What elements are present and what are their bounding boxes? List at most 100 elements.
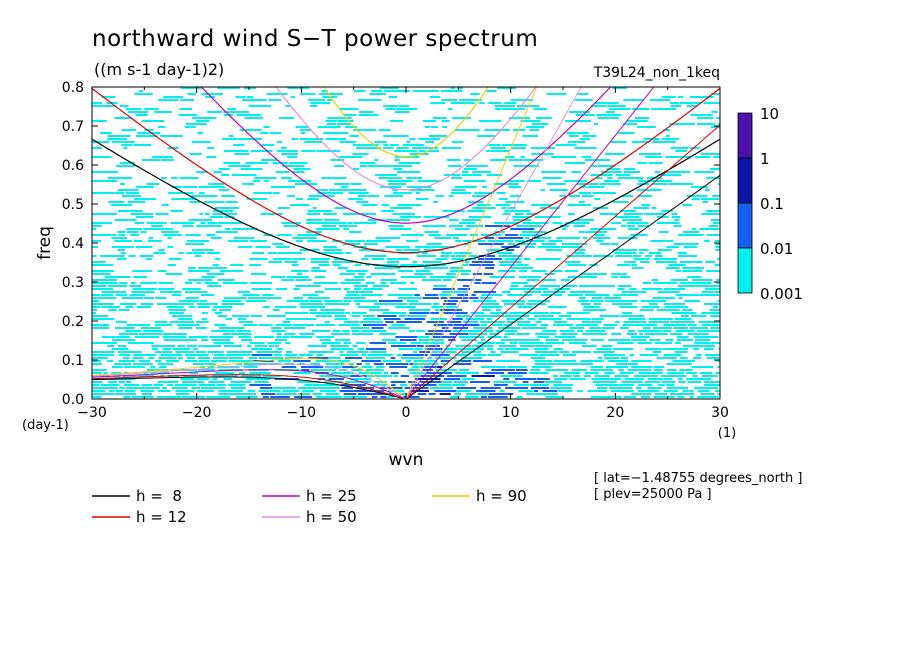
heatmap-cell	[603, 297, 621, 299]
heatmap-cell	[658, 231, 669, 233]
heatmap-cell	[472, 171, 492, 173]
heatmap-cell	[451, 141, 464, 143]
heatmap-cell	[180, 99, 194, 101]
heatmap-cell	[184, 126, 196, 128]
heatmap-cell	[339, 225, 358, 227]
heatmap-cell	[443, 174, 451, 176]
heatmap-cell	[115, 294, 128, 296]
heatmap-cell	[503, 324, 513, 326]
heatmap-cell	[500, 351, 519, 353]
heatmap-cell	[653, 366, 665, 368]
chart-subtitle: ((m s-1 day-1)2)	[94, 60, 224, 79]
heatmap-cell	[516, 321, 531, 323]
heatmap-cell	[556, 237, 580, 239]
heatmap-cell	[644, 381, 661, 383]
heatmap-cell	[313, 384, 339, 386]
heatmap-cell	[449, 396, 460, 398]
heatmap-cell	[107, 135, 131, 137]
heatmap-cell	[146, 183, 160, 185]
heatmap-cell	[355, 303, 360, 305]
heatmap-cell	[243, 363, 269, 365]
heatmap-cell	[285, 105, 291, 107]
heatmap-cell	[432, 303, 440, 305]
heatmap-cell	[281, 153, 298, 155]
heatmap-cell	[590, 396, 614, 398]
heatmap-cell	[415, 192, 421, 194]
heatmap-cell	[398, 162, 421, 164]
heatmap-cell	[133, 354, 156, 356]
heatmap-cell	[348, 192, 369, 194]
heatmap-cell	[163, 96, 184, 98]
heatmap-cell	[441, 252, 453, 254]
heatmap-cell	[593, 351, 615, 353]
heatmap-cell	[484, 372, 504, 374]
heatmap-cell	[458, 336, 484, 338]
heatmap-cell	[580, 138, 591, 140]
heatmap-cell	[92, 318, 115, 320]
heatmap-cell	[553, 324, 574, 326]
heatmap-cell	[408, 303, 432, 305]
heatmap-cell	[402, 354, 428, 356]
heatmap-cell	[92, 357, 108, 359]
heatmap-cell	[626, 333, 637, 335]
heatmap-cell	[710, 327, 720, 329]
heatmap-cell	[214, 324, 226, 326]
heatmap-cell	[270, 396, 290, 398]
x-tick-label: −10	[287, 405, 317, 421]
heatmap-cell	[504, 210, 531, 212]
heatmap-cell	[398, 288, 417, 290]
heatmap-cell	[92, 192, 115, 194]
heatmap-cell	[208, 183, 225, 185]
heatmap-cell	[498, 327, 521, 329]
heatmap-cell	[348, 231, 362, 233]
heatmap-cell	[134, 198, 157, 200]
heatmap-cell	[611, 243, 619, 245]
heatmap-cell	[186, 345, 197, 347]
heatmap-cell	[619, 306, 638, 308]
heatmap-cell	[357, 348, 365, 350]
heatmap-cell	[616, 363, 638, 365]
heatmap-cell	[525, 126, 545, 128]
heatmap-cell	[705, 261, 716, 263]
heatmap-cell	[449, 333, 469, 335]
heatmap-cell	[380, 396, 387, 398]
heatmap-cell	[671, 312, 697, 314]
heatmap-cell	[556, 363, 580, 365]
heatmap-cell	[218, 393, 235, 395]
heatmap-cell	[553, 348, 563, 350]
heatmap-cell	[611, 273, 627, 275]
heatmap-cell	[458, 369, 469, 371]
heatmap-cell	[657, 216, 669, 218]
heatmap-cell	[406, 141, 411, 143]
heatmap-cell	[596, 114, 622, 116]
heatmap-cell	[648, 162, 663, 164]
heatmap-cell	[354, 276, 364, 278]
heatmap-cell	[554, 288, 571, 290]
heatmap-cell	[666, 384, 675, 386]
heatmap-cell	[454, 186, 477, 188]
heatmap-cell	[639, 261, 650, 263]
heatmap-cell	[133, 276, 148, 278]
heatmap-cell	[199, 300, 208, 302]
heatmap-cell	[121, 297, 144, 299]
heatmap-cell	[123, 396, 131, 398]
heatmap-cell	[498, 255, 523, 257]
heatmap-cell	[391, 324, 406, 326]
heatmap-cell	[228, 360, 254, 362]
heatmap-cell	[240, 168, 263, 170]
heatmap-cell	[631, 141, 651, 143]
heatmap-cell	[92, 396, 102, 398]
heatmap-cell	[488, 144, 501, 146]
heatmap-cell	[306, 213, 321, 215]
heatmap-cell	[583, 375, 591, 377]
heatmap-cell	[353, 222, 377, 224]
heatmap-cell	[344, 288, 350, 290]
heatmap-cell	[637, 390, 660, 392]
heatmap-cell	[518, 270, 528, 272]
heatmap-cell	[474, 192, 495, 194]
heatmap-cell	[529, 372, 549, 374]
heatmap-cell	[306, 219, 323, 221]
heatmap-cell	[189, 336, 208, 338]
heatmap-cell	[181, 381, 205, 383]
heatmap-cell	[316, 396, 343, 398]
